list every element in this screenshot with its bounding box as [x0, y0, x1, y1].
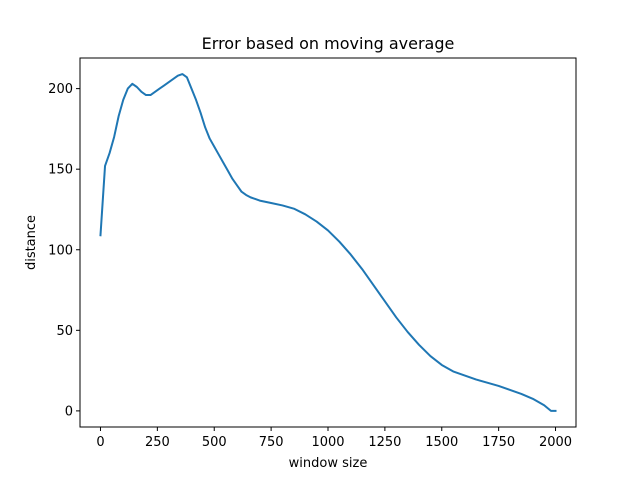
series-line — [99, 73, 557, 412]
y-tick-label: 50 — [56, 324, 73, 339]
x-tick-label: 1250 — [368, 435, 401, 450]
x-tick-label: 500 — [202, 435, 227, 450]
x-tick-label: 1500 — [425, 435, 458, 450]
x-axis-label: window size — [289, 456, 368, 471]
x-tick-label: 750 — [259, 435, 284, 450]
chart-title: Error based on moving average — [202, 34, 455, 53]
x-tick-label: 250 — [145, 435, 170, 450]
x-tick-label: 1000 — [311, 435, 344, 450]
y-tick-label: 0 — [65, 404, 73, 419]
y-axis-label: distance — [24, 215, 39, 270]
x-tick-label: 1750 — [482, 435, 515, 450]
plot-area — [99, 73, 557, 412]
x-axis-ticks: 0 250 500 750 1000 1250 1500 1750 2000 — [96, 427, 572, 450]
axes-frame — [79, 57, 577, 428]
y-tick-label: 100 — [48, 243, 73, 258]
x-tick-label: 0 — [96, 435, 104, 450]
x-tick-label: 2000 — [539, 435, 572, 450]
y-tick-label: 200 — [48, 82, 73, 97]
y-tick-label: 150 — [48, 163, 73, 178]
y-axis-ticks: 0 50 100 150 200 — [48, 82, 80, 419]
